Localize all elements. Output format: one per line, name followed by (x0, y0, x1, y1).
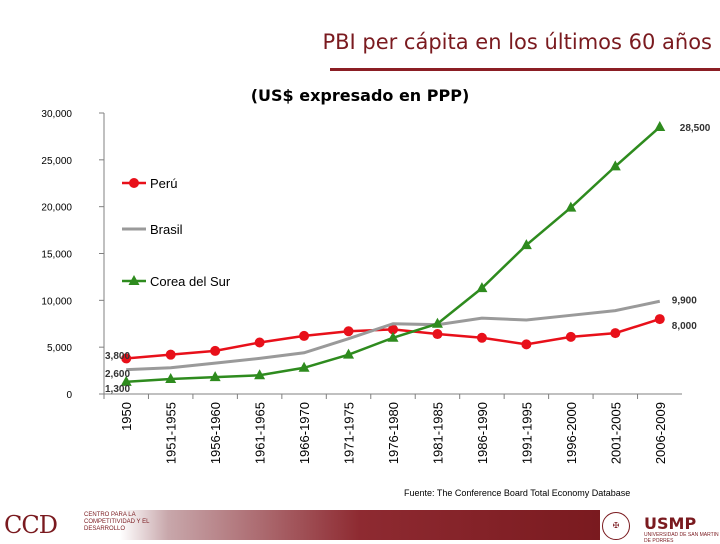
data-point (388, 324, 398, 335)
data-point (654, 314, 665, 325)
data-point (654, 121, 666, 132)
data-point (299, 330, 310, 341)
x-tick-label: 1996-2000 (564, 402, 579, 464)
series-line (126, 299, 661, 372)
series-line (126, 126, 661, 384)
y-tick-label: 25,000 (41, 156, 72, 167)
data-point (609, 160, 621, 171)
usmp-logo-text: USMP (644, 514, 697, 533)
data-point (565, 331, 576, 342)
data-label: 9,900 (672, 295, 697, 306)
data-point (343, 326, 354, 337)
data-label: 1,300 (105, 384, 130, 395)
data-point (254, 337, 265, 348)
footer-band: CCD CENTRO PARA LA COMPETITIVIDAD Y EL D… (0, 510, 720, 544)
y-tick-label: 30,000 (41, 109, 72, 120)
x-tick-label: 1986-1990 (475, 402, 490, 464)
data-point (209, 371, 221, 382)
data-label: 3,800 (105, 351, 130, 362)
data-point (120, 375, 132, 386)
data-point (387, 331, 399, 342)
x-tick-label: 1966-1970 (297, 402, 312, 464)
data-label: 8,000 (672, 321, 697, 332)
y-tick-label: 15,000 (41, 250, 72, 261)
ccd-logo-caption: CENTRO PARA LA COMPETITIVIDAD Y EL DESAR… (84, 512, 150, 532)
data-point (520, 239, 532, 250)
y-tick-label: 0 (66, 390, 72, 401)
data-point (165, 373, 177, 384)
x-tick-label: 1991-1995 (519, 402, 534, 464)
data-point (254, 369, 266, 380)
data-point (610, 328, 621, 339)
x-tick-label: 1976-1980 (386, 402, 401, 464)
data-point (476, 282, 488, 293)
x-tick-label: 2006-2009 (653, 402, 668, 464)
usmp-logo-caption: UNIVERSIDAD DE SAN MARTIN DE PORRES (644, 532, 719, 544)
data-point (431, 317, 443, 328)
usmp-logo: ✠ USMP UNIVERSIDAD DE SAN MARTIN DE PORR… (600, 512, 720, 544)
y-tick-label: 20,000 (41, 203, 72, 214)
title-divider (330, 68, 720, 71)
legend-label: Brasil (150, 222, 183, 237)
data-point (343, 348, 355, 359)
data-point (165, 349, 176, 360)
page-title: PBI per cápita en los últimos 60 años (322, 30, 712, 54)
legend-label: Perú (150, 176, 177, 191)
data-point (521, 339, 532, 350)
chart-subtitle: (US$ expresado en PPP) (250, 86, 470, 105)
data-point (298, 361, 310, 372)
data-point (210, 345, 221, 356)
x-tick-label: 1971-1975 (342, 402, 357, 464)
legend-swatch-marker (129, 178, 139, 188)
x-tick-label: 1956-1960 (208, 402, 223, 464)
y-tick-label: 10,000 (41, 296, 72, 307)
legend-swatch-marker (128, 275, 140, 285)
x-tick-label: 1961-1965 (253, 402, 268, 464)
data-label: 2,600 (105, 369, 130, 380)
x-tick-label: 1951-1955 (164, 402, 179, 464)
x-tick-label: 1950 (119, 402, 134, 431)
usmp-seal-icon: ✠ (602, 512, 630, 540)
data-point (121, 353, 132, 364)
data-label: 28,500 (680, 123, 711, 134)
data-point (565, 201, 577, 212)
y-tick-label: 5,000 (47, 343, 72, 354)
legend-label: Corea del Sur (150, 274, 231, 289)
data-point (476, 332, 487, 343)
x-tick-label: 2001-2005 (608, 402, 623, 464)
x-tick-label: 1981-1985 (430, 402, 445, 464)
source-note: Fuente: The Conference Board Total Econo… (404, 488, 631, 498)
data-point (432, 329, 443, 340)
ccd-logo: CCD (4, 511, 58, 539)
footer-gradient-bar (0, 510, 600, 540)
line-chart: 0 5,000 10,000 15,000 20,000 25,000 30,000 1950… (41, 109, 711, 464)
